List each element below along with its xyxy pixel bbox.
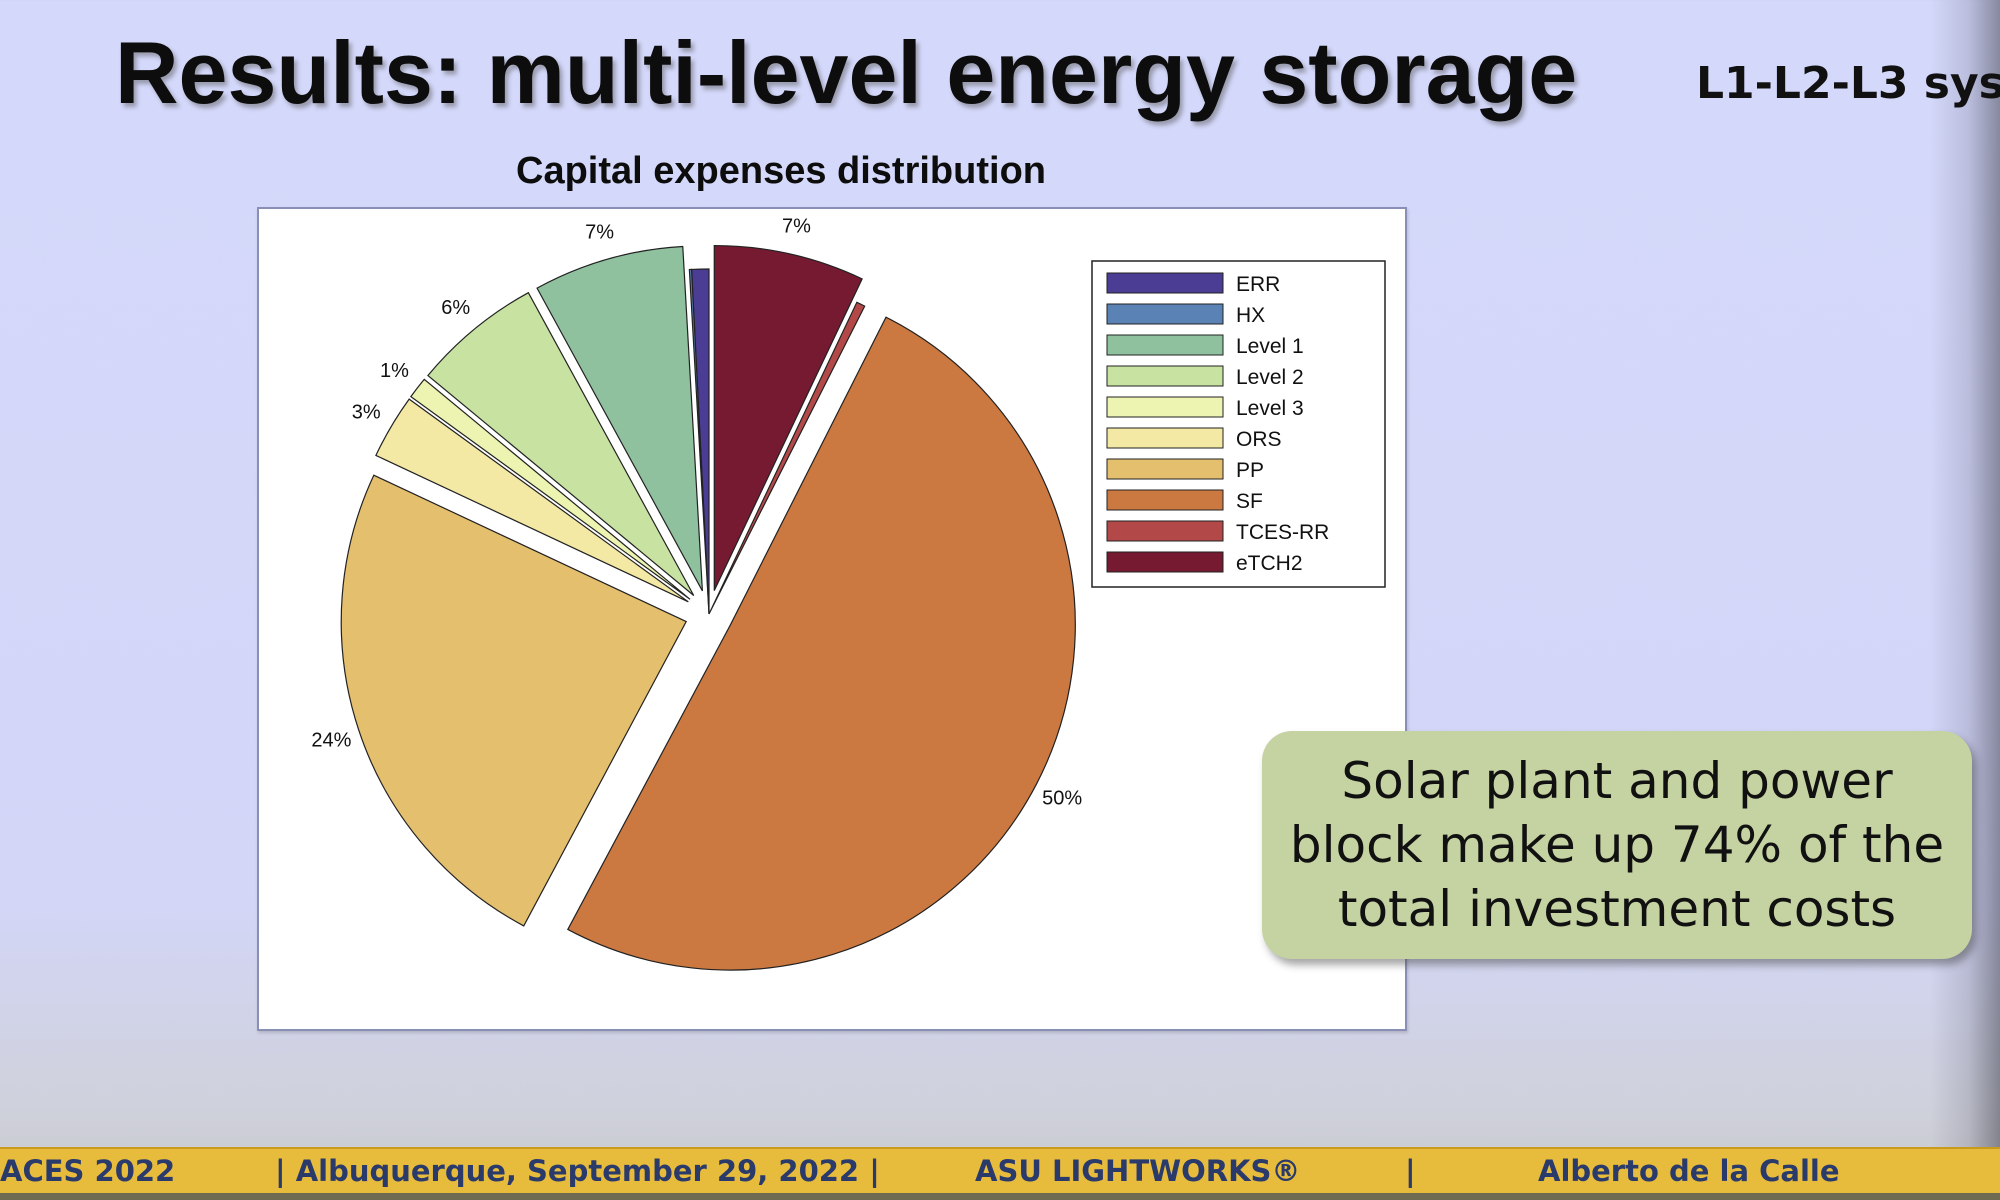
legend-label-level-3: Level 3: [1236, 397, 1304, 420]
legend-swatch-pp: [1106, 458, 1224, 480]
slice-label-level-2: 6%: [441, 297, 470, 319]
footer-separator: |: [1405, 1154, 1416, 1188]
pie-slice-tces-rr: [708, 301, 866, 615]
pie-slices: [340, 244, 1076, 971]
legend-swatch-etch2: [1106, 551, 1224, 573]
summary-callout: Solar plant and power block make up 74% …: [1262, 731, 1972, 959]
chart-legend: ERR HX Level 1 Level 2 Level 3 ORS PP SF TCES-RR…: [1091, 260, 1386, 588]
slice-label-ors: 3%: [352, 402, 381, 424]
legend-swatch-level-2: [1106, 365, 1224, 387]
footer-shadow-strip: [0, 1193, 2000, 1200]
legend-swatch-hx: [1106, 303, 1224, 325]
slice-label-level-3: 1%: [380, 360, 409, 382]
callout-text: Solar plant and power block make up 74% …: [1289, 752, 1945, 938]
pie-slice-level-3: [410, 378, 691, 600]
pie-slice-level-1: [536, 245, 704, 592]
legend-label-etch2: eTCH2: [1236, 552, 1303, 575]
chart-title: Capital expenses distribution: [516, 150, 1046, 192]
slice-label-pp: 24%: [311, 730, 351, 752]
footer-conference: ACES 2022: [0, 1154, 176, 1188]
slide-subtitle: L1-L2-L3 syst: [1696, 58, 2000, 109]
slice-label-level-1: 7%: [585, 221, 614, 243]
pie-slice-level-2: [427, 291, 695, 596]
legend-label-sf: SF: [1236, 490, 1263, 513]
pie-chart: 7% 6% 1% 3% 24% 50% 7% ERR HX Level 1 Level 2 Leve…: [311, 216, 1386, 971]
legend-label-err: ERR: [1236, 273, 1280, 296]
pie-slice-pp: [340, 474, 688, 927]
slide-edge-shadow: [1930, 0, 2000, 1150]
legend-swatch-sf: [1106, 489, 1224, 511]
legend-swatch-level-1: [1106, 334, 1224, 356]
pie-slice-sf: [567, 316, 1076, 971]
slice-label-etch2: 7%: [782, 216, 811, 238]
legend-swatch-tces-rr: [1106, 520, 1224, 542]
legend-label-tces-rr: TCES-RR: [1236, 521, 1329, 544]
slice-labels: 7% 6% 1% 3% 24% 50% 7%: [311, 216, 1082, 810]
slice-label-sf: 50%: [1042, 788, 1082, 810]
pie-slice-hx: [688, 268, 710, 615]
legend-label-hx: HX: [1236, 304, 1265, 327]
legend-label-pp: PP: [1236, 459, 1264, 482]
pie-slice-etch2: [713, 244, 863, 591]
slide-title: Results: multi-level energy storage: [115, 23, 1578, 122]
legend-swatch-ors: [1106, 427, 1224, 449]
legend-label-level-1: Level 1: [1236, 335, 1304, 358]
pie-slice-ors: [375, 398, 689, 603]
legend-label-ors: ORS: [1236, 428, 1282, 451]
footer-author: Alberto de la Calle: [1538, 1154, 1840, 1188]
legend-label-level-2: Level 2: [1236, 366, 1304, 389]
legend-swatch-err: [1106, 272, 1224, 294]
footer-bar: ACES 2022 | Albuquerque, September 29, 2…: [0, 1147, 2000, 1195]
pie-chart-panel: 7% 6% 1% 3% 24% 50% 7% ERR HX Level 1 Level 2 Leve…: [257, 207, 1407, 1031]
footer-location: | Albuquerque, September 29, 2022 |: [275, 1154, 880, 1188]
legend-swatch-level-3: [1106, 396, 1224, 418]
footer-organization: ASU LIGHTWORKS®: [975, 1154, 1301, 1188]
